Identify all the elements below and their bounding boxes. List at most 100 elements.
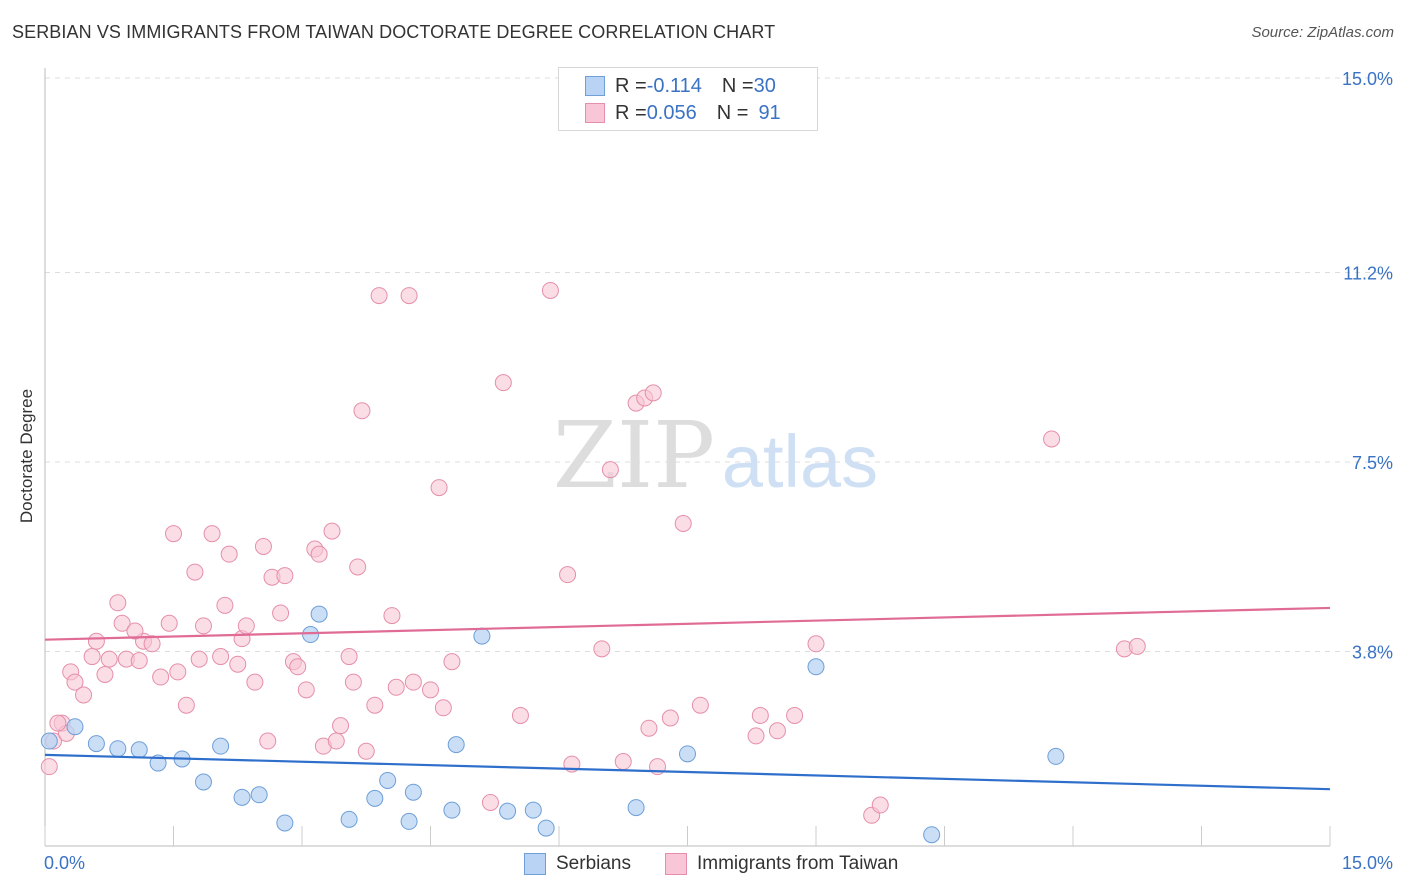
serbian-point bbox=[679, 745, 696, 763]
serbian-point bbox=[366, 789, 384, 807]
taiwan-point bbox=[768, 722, 786, 740]
taiwan-point bbox=[366, 696, 384, 714]
serbian-point bbox=[87, 735, 105, 753]
taiwan-point bbox=[203, 525, 221, 543]
taiwan-point bbox=[75, 686, 93, 704]
taiwan-point bbox=[494, 374, 512, 392]
taiwan-point bbox=[443, 653, 461, 671]
taiwan-point bbox=[220, 545, 238, 563]
taiwan-point bbox=[400, 287, 418, 305]
bottom-swatch-taiwan bbox=[665, 853, 687, 875]
taiwan-point bbox=[246, 673, 264, 691]
taiwan-point bbox=[370, 287, 388, 305]
taiwan-point bbox=[353, 402, 371, 420]
taiwan-point bbox=[661, 709, 679, 727]
taiwan-point bbox=[297, 681, 315, 699]
taiwan-point bbox=[190, 650, 208, 668]
serbian-points bbox=[40, 605, 1065, 844]
legend-r-value: -0.114 bbox=[646, 74, 702, 97]
taiwan-point bbox=[96, 665, 114, 683]
taiwan-point bbox=[276, 567, 294, 585]
taiwan-point bbox=[83, 648, 101, 666]
x-tick-label: 15.0% bbox=[1342, 853, 1393, 873]
taiwan-point bbox=[786, 706, 804, 724]
watermark-atlas: atlas bbox=[722, 420, 878, 503]
serbian-point bbox=[447, 736, 465, 754]
legend-n-label: N = bbox=[721, 74, 754, 97]
serbian-point bbox=[194, 773, 212, 791]
source-label: Source: ZipAtlas.com bbox=[1251, 24, 1394, 41]
serbian-point bbox=[130, 741, 148, 759]
taiwan-point bbox=[344, 673, 362, 691]
y-tick-label: 7.5% bbox=[1352, 453, 1393, 473]
taiwan-point bbox=[807, 635, 825, 653]
taiwan-point bbox=[871, 796, 889, 814]
legend-n-value: 30 bbox=[753, 74, 776, 97]
taiwan-point bbox=[40, 758, 58, 776]
taiwan-point bbox=[747, 727, 765, 745]
taiwan-point bbox=[216, 596, 234, 614]
y-tick-label: 11.2% bbox=[1343, 264, 1393, 284]
legend-row-serbians: R = -0.114 N = 30 bbox=[585, 74, 776, 98]
taiwan-point bbox=[152, 668, 170, 686]
tick-labels: 3.8% 7.5% 11.2% 15.0% 0.0% 15.0% bbox=[44, 69, 1393, 873]
taiwan-trend-line bbox=[44, 606, 1331, 641]
taiwan-point bbox=[130, 652, 148, 670]
taiwan-point bbox=[194, 617, 212, 635]
taiwan-point bbox=[177, 696, 195, 714]
serbian-point bbox=[302, 626, 320, 644]
taiwan-point bbox=[323, 522, 341, 540]
taiwan-point bbox=[165, 525, 182, 543]
serbian-point bbox=[66, 718, 84, 736]
serbian-point bbox=[250, 786, 268, 804]
legend-swatch-serbians bbox=[585, 76, 605, 96]
taiwan-point bbox=[383, 607, 401, 625]
serbian-point bbox=[923, 826, 941, 844]
serbian-point bbox=[276, 814, 294, 832]
gridlines bbox=[45, 77, 1392, 652]
trend-lines bbox=[44, 606, 1331, 791]
taiwan-point bbox=[349, 558, 367, 576]
taiwan-point bbox=[186, 563, 204, 581]
serbian-trend-line bbox=[44, 753, 1331, 791]
taiwan-point bbox=[422, 681, 439, 699]
serbian-point bbox=[524, 801, 542, 819]
taiwan-point bbox=[691, 696, 709, 714]
taiwan-point bbox=[160, 614, 178, 632]
taiwan-point bbox=[87, 632, 105, 650]
taiwan-point bbox=[143, 635, 161, 653]
taiwan-point bbox=[430, 479, 448, 497]
axes bbox=[44, 68, 1331, 847]
taiwan-point bbox=[289, 658, 307, 676]
correlation-legend: R = -0.114 N = 30 R = 0.056 N = 91 bbox=[558, 67, 818, 131]
taiwan-point bbox=[113, 614, 131, 632]
serbian-point bbox=[807, 658, 825, 676]
bottom-legend-serbians: Serbians bbox=[524, 851, 631, 877]
legend-r-label: R = bbox=[615, 101, 647, 124]
taiwan-point bbox=[357, 742, 375, 760]
taiwan-point bbox=[237, 617, 255, 635]
taiwan-point bbox=[511, 706, 529, 724]
bottom-label-serbians: Serbians bbox=[556, 853, 631, 874]
taiwan-point bbox=[644, 384, 662, 402]
watermark: ZIP atlas bbox=[553, 402, 878, 509]
serbian-point bbox=[340, 810, 358, 828]
x-tick-label: 0.0% bbox=[44, 853, 85, 873]
taiwan-point bbox=[49, 714, 67, 732]
taiwan-point bbox=[126, 622, 144, 640]
taiwan-point bbox=[259, 732, 277, 750]
taiwan-point bbox=[434, 699, 452, 717]
taiwan-point bbox=[212, 648, 230, 666]
taiwan-points bbox=[40, 281, 1146, 824]
taiwan-point bbox=[1128, 637, 1146, 655]
y-tick-label: 15.0% bbox=[1342, 69, 1393, 89]
taiwan-point bbox=[640, 719, 658, 737]
serbian-point bbox=[443, 801, 461, 819]
bottom-label-taiwan: Immigrants from Taiwan bbox=[697, 853, 899, 874]
serbian-point bbox=[404, 783, 422, 801]
taiwan-point bbox=[254, 537, 272, 555]
serbian-point bbox=[537, 819, 555, 837]
chart-title: SERBIAN VS IMMIGRANTS FROM TAIWAN DOCTOR… bbox=[12, 22, 776, 42]
taiwan-point bbox=[327, 732, 345, 750]
